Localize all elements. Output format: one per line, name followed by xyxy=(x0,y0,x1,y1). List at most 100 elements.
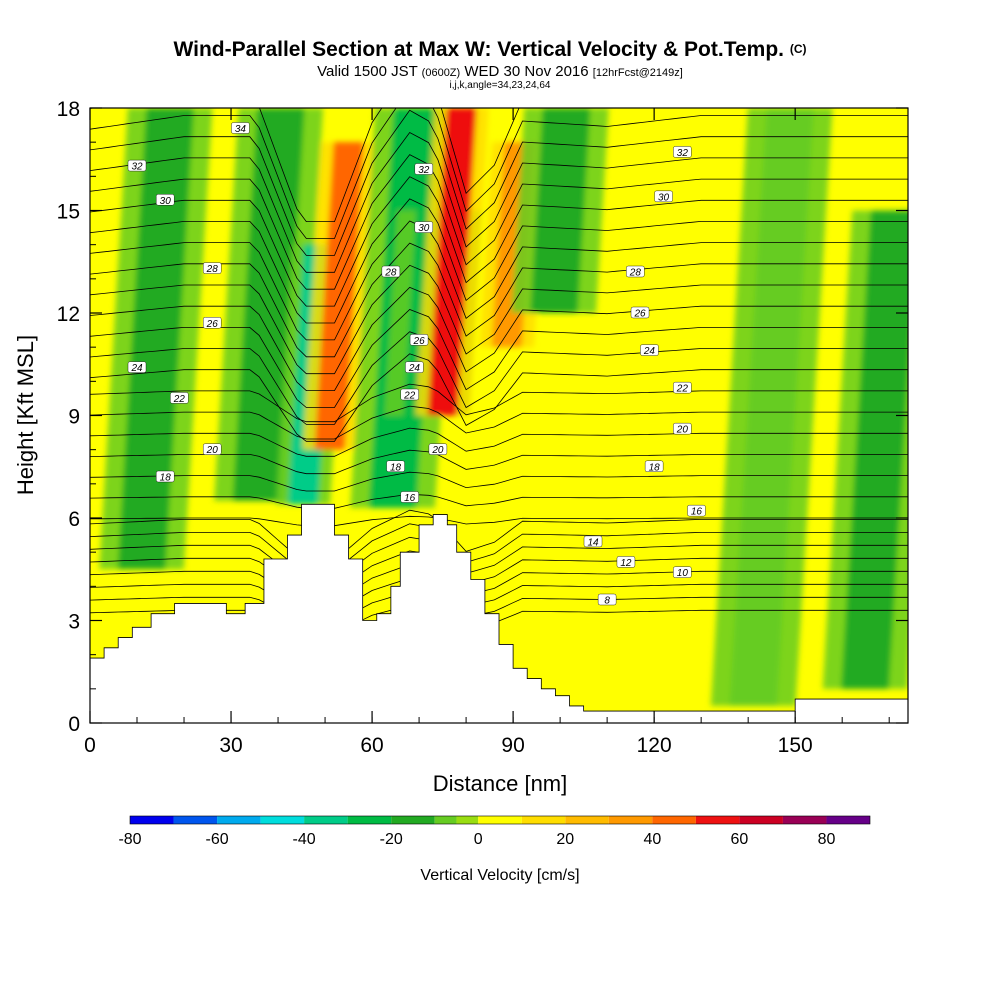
theta-label-text: 24 xyxy=(643,346,656,357)
theta-label-box xyxy=(156,194,175,206)
theta-label-box xyxy=(203,443,222,455)
theta-label-box xyxy=(428,443,448,455)
theta-label: 20 xyxy=(428,443,448,456)
theta-label-box xyxy=(231,122,250,134)
colorbar-swatch xyxy=(478,816,522,824)
theta-label-box xyxy=(640,344,659,356)
theta-label: 18 xyxy=(156,470,175,484)
theta-contour-line xyxy=(90,242,908,358)
theta-contour-line xyxy=(90,309,908,408)
colorbar-tick-label: 60 xyxy=(731,831,749,848)
theta-contour-line xyxy=(90,471,908,492)
colorbar-swatch xyxy=(347,816,392,824)
theta-label-text: 26 xyxy=(413,336,426,347)
theta-label: 32 xyxy=(414,163,433,176)
grid-index-line: i,j,k,angle=34,23,24,64 xyxy=(450,80,551,91)
contour-labels: 8 10 12 14 16 16 18 18 18 20 20 20 22 22 22 24 24 24 26 26 2… xyxy=(127,122,706,607)
theta-label: 28 xyxy=(381,265,401,279)
theta-label-box xyxy=(203,262,222,274)
theta-label-text: 16 xyxy=(404,493,416,504)
theta-contour-line xyxy=(90,427,908,457)
theta-contour-line xyxy=(90,154,908,290)
colorbar-tick-label: 40 xyxy=(643,831,661,848)
theta-contour-line xyxy=(90,331,908,425)
theta-label: 30 xyxy=(654,190,673,203)
theta-contour-line xyxy=(90,353,908,442)
theta-contour-line xyxy=(90,449,908,475)
colorbar-swatch xyxy=(304,816,348,824)
theta-label: 22 xyxy=(673,381,692,395)
colorbar-tick-label: -80 xyxy=(118,831,141,848)
theta-label-box xyxy=(203,317,222,329)
theta-label: 8 xyxy=(597,593,617,607)
theta-contour-line xyxy=(90,286,908,392)
theta-label: 26 xyxy=(630,306,650,320)
colorbar: -80 -60 -40 -20 0 20 40 60 80 xyxy=(118,815,871,848)
theta-label-text: 22 xyxy=(173,394,186,405)
theta-label-text: 24 xyxy=(408,363,421,374)
theta-label-box xyxy=(156,470,175,483)
theta-label: 28 xyxy=(626,265,645,279)
chart-subtitle: Valid 1500 JST (0600Z) WED 30 Nov 2016 [… xyxy=(317,63,683,80)
y-axis-label: Height [Kft MSL] xyxy=(13,335,38,495)
colorbar-frame xyxy=(129,815,871,825)
theta-label: 28 xyxy=(203,262,222,275)
colorbar-swatch xyxy=(456,816,479,824)
theta-label-box xyxy=(414,163,433,175)
theta-label-box xyxy=(400,491,419,503)
theta-label-box xyxy=(583,535,603,548)
x-tick-label: 150 xyxy=(778,734,813,757)
theta-label-box xyxy=(616,556,636,568)
theta-label-box xyxy=(381,265,401,278)
theta-contour-line xyxy=(90,550,908,593)
colorbar-swatch xyxy=(391,816,435,824)
theta-label: 10 xyxy=(673,566,692,579)
theta-label: 32 xyxy=(127,159,147,173)
colorbar-tick-label: -20 xyxy=(380,831,403,848)
theta-contour-line xyxy=(90,109,908,256)
theta-label: 20 xyxy=(673,422,692,436)
theta-label-box xyxy=(673,381,692,394)
theta-label: 16 xyxy=(400,491,419,504)
theta-label-box xyxy=(673,422,692,435)
theta-label-box xyxy=(409,334,429,346)
chart-title: Wind-Parallel Section at Max W: Vertical… xyxy=(173,38,806,61)
theta-label-text: 8 xyxy=(604,596,610,607)
theta-contour-line xyxy=(90,523,908,572)
y-tick-label: 18 xyxy=(57,98,80,121)
y-tick-label: 12 xyxy=(57,303,80,326)
x-tick-label: 120 xyxy=(637,734,672,757)
theta-contour-line xyxy=(90,577,908,613)
colorbar-swatch xyxy=(782,816,827,824)
potential-temperature-contours xyxy=(90,108,908,634)
theta-contour-line xyxy=(90,198,908,324)
theta-label-text: 28 xyxy=(206,264,219,275)
theta-label: 24 xyxy=(640,344,659,357)
theta-label-text: 20 xyxy=(676,425,689,436)
y-tick-label: 0 xyxy=(68,713,80,736)
theta-label-text: 34 xyxy=(235,124,247,135)
theta-contour-line xyxy=(90,131,908,273)
colorbar-swatch xyxy=(434,816,457,824)
theta-label-box xyxy=(687,504,706,517)
theta-contour-line xyxy=(90,405,908,440)
theta-label-text: 28 xyxy=(384,268,397,279)
terrain-profile xyxy=(90,503,908,723)
theta-contour-line xyxy=(90,383,908,423)
theta-contour-line xyxy=(90,108,520,223)
theta-label: 20 xyxy=(203,443,222,456)
colorbar-tick-label: 20 xyxy=(556,831,574,848)
theta-label: 30 xyxy=(156,194,175,207)
theta-label: 26 xyxy=(409,334,429,347)
theta-label: 12 xyxy=(616,556,636,569)
y-tick-label: 15 xyxy=(57,201,80,224)
velocity-core xyxy=(232,108,305,501)
theta-label-text: 30 xyxy=(658,192,670,203)
x-tick-label: 30 xyxy=(219,734,242,757)
colorbar-swatch xyxy=(565,816,609,824)
theta-label-text: 30 xyxy=(160,196,172,207)
colorbar-swatch xyxy=(826,816,870,824)
theta-label: 14 xyxy=(583,535,603,548)
theta-label: 18 xyxy=(386,460,405,473)
